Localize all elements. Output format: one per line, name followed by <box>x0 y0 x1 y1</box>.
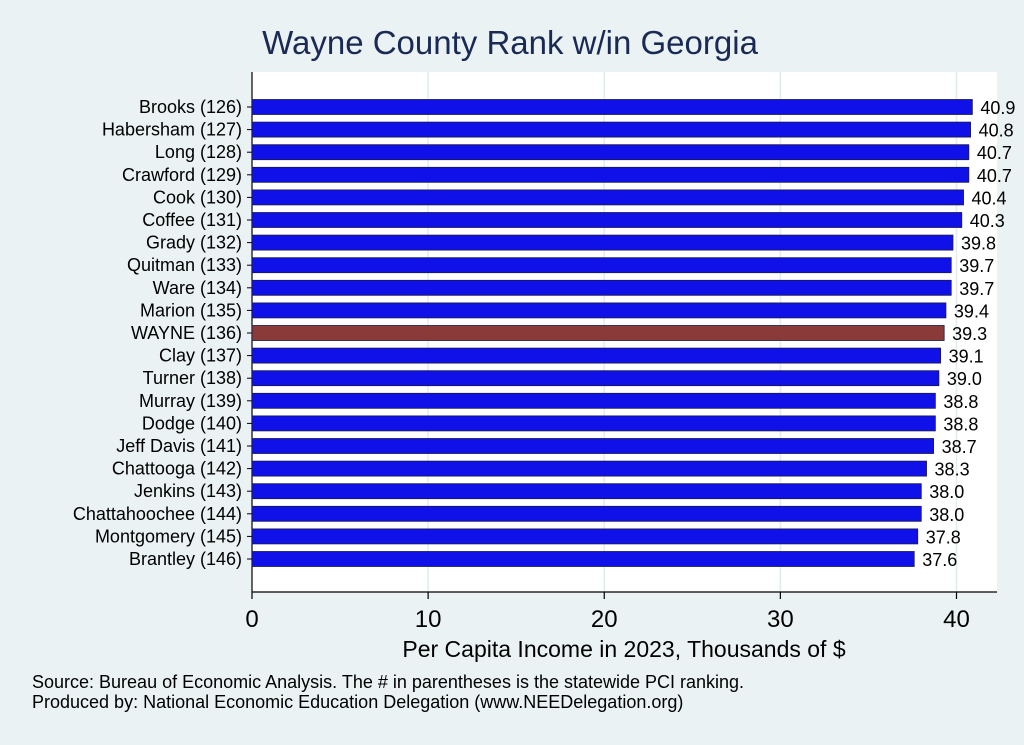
category-label: Grady (132) <box>146 233 242 253</box>
category-label: Quitman (133) <box>127 255 242 275</box>
category-label: Marion (135) <box>140 300 242 320</box>
bar <box>251 505 922 522</box>
category-label: Murray (139) <box>139 391 242 411</box>
data-label: 38.8 <box>943 392 978 412</box>
x-tick-label: 0 <box>245 606 258 633</box>
bar <box>251 438 934 454</box>
x-tick-label: 30 <box>767 606 794 633</box>
bar <box>251 551 915 567</box>
bar <box>251 257 952 274</box>
bar <box>251 144 970 161</box>
data-label: 37.8 <box>926 527 961 547</box>
data-label: 40.3 <box>970 211 1005 231</box>
category-label: Habersham (127) <box>102 120 242 140</box>
category-label: Cook (130) <box>153 187 242 207</box>
category-label: Ware (134) <box>153 278 242 298</box>
bar <box>251 415 936 432</box>
category-label: WAYNE (136) <box>131 323 242 343</box>
data-label: 39.0 <box>947 369 982 389</box>
data-label: 39.4 <box>954 301 989 321</box>
category-label: Brantley (146) <box>129 549 242 569</box>
category-label: Turner (138) <box>143 368 242 388</box>
bar <box>251 347 942 364</box>
x-tick-label: 20 <box>591 606 618 633</box>
category-label: Coffee (131) <box>142 210 242 230</box>
data-label: 39.3 <box>952 324 987 344</box>
data-label: 37.6 <box>922 550 957 570</box>
data-label: 39.8 <box>961 234 996 254</box>
bar <box>251 460 927 477</box>
bar <box>251 121 971 138</box>
bar <box>251 279 952 296</box>
x-tick-label: 40 <box>943 606 970 633</box>
data-label: 40.4 <box>972 188 1007 208</box>
bar <box>251 528 919 545</box>
data-label: 39.1 <box>949 347 984 367</box>
category-label: Dodge (140) <box>142 413 242 433</box>
data-label: 39.7 <box>959 279 994 299</box>
category-label: Chattahoochee (144) <box>73 504 242 524</box>
category-label: Jenkins (143) <box>134 481 242 501</box>
bar <box>251 166 970 183</box>
bar <box>251 302 947 319</box>
data-label: 40.7 <box>977 166 1012 186</box>
category-label: Chattooga (142) <box>112 459 242 479</box>
data-label: 38.7 <box>942 437 977 457</box>
chart-title: Wayne County Rank w/in Georgia <box>262 24 758 61</box>
source-note: Source: Bureau of Economic Analysis. The… <box>32 672 745 692</box>
bar <box>251 483 922 500</box>
data-label: 40.8 <box>979 121 1014 141</box>
category-label: Jeff Davis (141) <box>116 436 242 456</box>
bar <box>251 392 936 409</box>
data-label: 39.7 <box>959 256 994 276</box>
data-label: 38.3 <box>935 460 970 480</box>
category-label: Montgomery (145) <box>95 526 242 546</box>
bar <box>251 325 945 341</box>
bar <box>251 189 964 206</box>
producer-note: Produced by: National Economic Education… <box>32 692 684 712</box>
data-label: 40.7 <box>977 143 1012 163</box>
x-axis-title: Per Capita Income in 2023, Thousands of … <box>402 636 845 662</box>
data-label: 40.9 <box>980 98 1015 118</box>
category-label: Brooks (126) <box>139 97 242 117</box>
category-label: Clay (137) <box>159 346 242 366</box>
bar <box>251 212 963 228</box>
data-label: 38.0 <box>929 482 964 502</box>
bar <box>251 99 973 115</box>
category-label: Crawford (129) <box>122 165 242 185</box>
category-label: Long (128) <box>155 142 242 162</box>
data-label: 38.8 <box>943 414 978 434</box>
x-tick-label: 10 <box>415 606 442 633</box>
data-label: 38.0 <box>929 505 964 525</box>
bar <box>251 370 940 387</box>
bar <box>251 234 954 251</box>
